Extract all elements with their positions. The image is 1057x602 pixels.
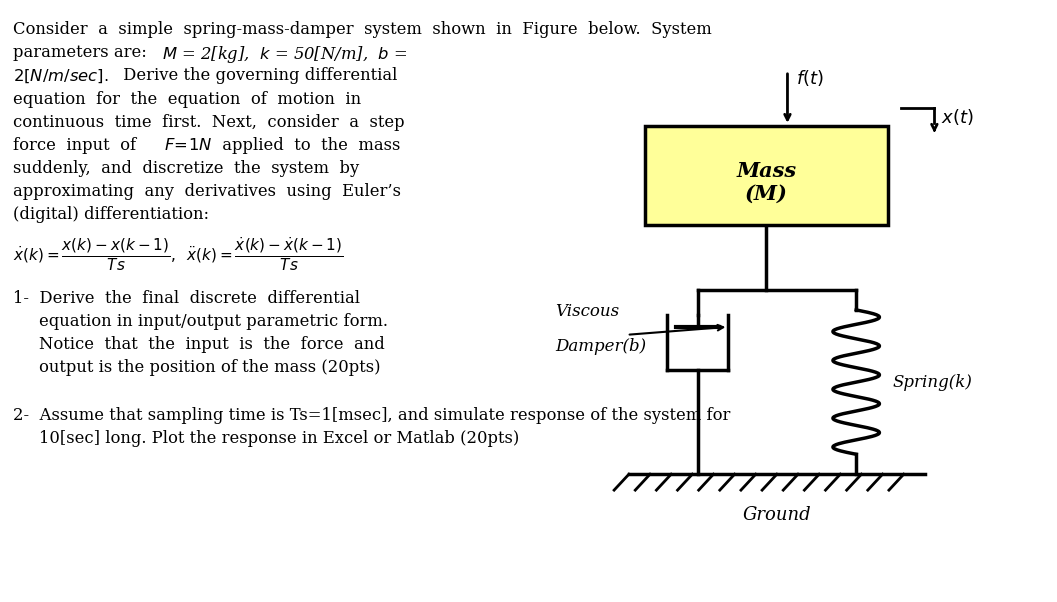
Text: $M$ = 2[kg],  $k$ = 50[N/m],  $b$ =: $M$ = 2[kg], $k$ = 50[N/m], $b$ = — [162, 44, 407, 65]
Text: (M): (M) — [745, 184, 787, 203]
Text: suddenly,  and  discretize  the  system  by: suddenly, and discretize the system by — [13, 160, 359, 177]
Text: applied  to  the  mass: applied to the mass — [217, 137, 400, 154]
Text: 2-  Assume that sampling time is Ts=1[msec], and simulate response of the system: 2- Assume that sampling time is Ts=1[mse… — [13, 407, 730, 424]
Text: $\dot{x}(k) = \dfrac{x(k)-x(k-1)}{Ts}$$,\;\; \ddot{x}(k) = \dfrac{\dot{x}(k)-\do: $\dot{x}(k) = \dfrac{x(k)-x(k-1)}{Ts}$$,… — [13, 235, 344, 273]
Text: $2[N/m/sec].$: $2[N/m/sec].$ — [13, 67, 108, 85]
Text: parameters are:: parameters are: — [13, 44, 152, 61]
Text: approximating  any  derivatives  using  Euler’s: approximating any derivatives using Eule… — [13, 183, 401, 200]
Text: equation in input/output parametric form.: equation in input/output parametric form… — [39, 313, 388, 330]
Text: equation  for  the  equation  of  motion  in: equation for the equation of motion in — [13, 91, 360, 108]
Text: force  input  of: force input of — [13, 137, 141, 154]
Text: 1-  Derive  the  final  discrete  differential: 1- Derive the final discrete differentia… — [13, 290, 359, 307]
Text: Derive the governing differential: Derive the governing differential — [118, 67, 397, 84]
Text: $f(t)$: $f(t)$ — [796, 68, 823, 88]
Bar — [645, 126, 888, 225]
Text: Spring(k): Spring(k) — [892, 374, 972, 391]
Text: Ground: Ground — [743, 506, 811, 524]
Text: output is the position of the mass (20pts): output is the position of the mass (20pt… — [39, 359, 381, 376]
Text: $F\!=\!1N$: $F\!=\!1N$ — [164, 137, 212, 154]
Text: $x(t)$: $x(t)$ — [941, 107, 973, 127]
Text: Viscous: Viscous — [555, 303, 619, 320]
Text: (digital) differentiation:: (digital) differentiation: — [13, 206, 209, 223]
Text: continuous  time  first.  Next,  consider  a  step: continuous time first. Next, consider a … — [13, 114, 405, 131]
Text: Consider  a  simple  spring-mass-damper  system  shown  in  Figure  below.  Syst: Consider a simple spring-mass-damper sys… — [13, 21, 711, 38]
Text: Damper(b): Damper(b) — [555, 338, 646, 355]
Text: Notice  that  the  input  is  the  force  and: Notice that the input is the force and — [39, 336, 385, 353]
Text: Mass: Mass — [737, 161, 796, 181]
Text: 10[sec] long. Plot the response in Excel or Matlab (20pts): 10[sec] long. Plot the response in Excel… — [39, 430, 519, 447]
